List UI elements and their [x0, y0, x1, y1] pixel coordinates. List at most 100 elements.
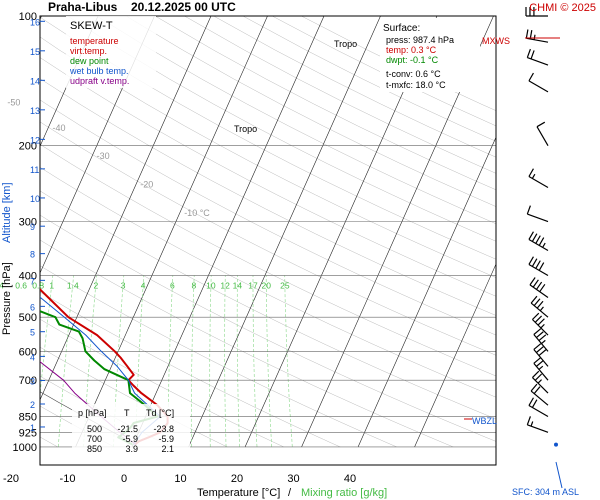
wind-barb-half-feather — [530, 421, 534, 427]
table-row-850-p: 850 — [87, 444, 102, 454]
wind-barb — [533, 343, 549, 367]
mixing-ratio-label: 1.4 — [67, 281, 79, 291]
wind-barb-feather — [531, 233, 538, 242]
credit-label: CHMI © 2025 — [529, 2, 596, 14]
isotherm-line — [40, 16, 212, 401]
wind-barbs — [464, 7, 563, 489]
dry-adiabat — [40, 57, 496, 297]
wind-barb — [530, 383, 549, 406]
wind-barb-half-feather — [538, 365, 544, 370]
table-row-700-t: -5.9 — [122, 434, 138, 444]
wind-barb-feather — [534, 373, 543, 381]
wind-barb-feather — [535, 235, 541, 244]
grid-layer: 1002003004005006007008509251000123456789… — [0, 11, 497, 485]
wind-barb-calm — [554, 442, 558, 447]
temperature-tick-label: -20 — [3, 473, 19, 485]
temperature-tick-label: -10 — [60, 473, 76, 485]
wind-barb-feather — [536, 331, 544, 338]
wind-barb-feather — [532, 279, 539, 288]
wind-barb-staff — [527, 57, 549, 66]
temperature-tick-label: 30 — [287, 473, 299, 485]
mixing-ratio-line — [224, 275, 227, 447]
mixing-ratio-label: 12 — [220, 281, 230, 291]
wind-barb-feather — [535, 260, 541, 269]
dry-adiabat — [40, 16, 496, 260]
wind-barb-staff — [528, 175, 549, 189]
altitude-tick-label: 16 — [30, 17, 40, 27]
isotherm-line — [131, 16, 325, 448]
wind-barb-feather — [536, 360, 544, 367]
wind-barb-staff — [528, 238, 549, 251]
isotherm-label: -40 — [53, 123, 66, 133]
altitude-tick-label: 10 — [30, 194, 40, 204]
wind-barb-feather — [526, 48, 531, 58]
wind-barb-feather — [536, 121, 546, 128]
wind-barb — [526, 416, 549, 433]
mixing-ratio-label: 20 — [262, 281, 272, 291]
wind-barb-feather — [536, 346, 544, 353]
isotherm-label: -30 — [97, 151, 110, 161]
wind-barb-feather — [538, 262, 545, 271]
table-row-850-td: 2.1 — [161, 444, 174, 454]
altitude-tick-label: 9 — [30, 222, 35, 232]
table-row-500-td: -23.8 — [153, 424, 174, 434]
wind-barb-feather — [532, 312, 540, 320]
altitude-tick-label: 3 — [30, 376, 35, 386]
wind-barb-feather — [531, 399, 538, 408]
surface-info-box: Surface: press: 987.4 hPa temp: 0.3 °C d… — [380, 18, 480, 92]
sfc-label: SFC: 304 m ASL — [512, 487, 579, 497]
dry-adiabat — [40, 36, 496, 278]
temperature-tick-label: 10 — [174, 473, 186, 485]
mixing-ratio-label: 0.6 — [15, 281, 27, 291]
wind-barb-staff — [533, 334, 549, 352]
wind-barb — [528, 168, 549, 189]
wind-barb-feather — [528, 397, 534, 406]
wind-barb-feather — [528, 256, 534, 265]
pressure-tick-label: 100 — [19, 11, 37, 23]
pressure-tick-label: 500 — [19, 312, 37, 324]
wind-barb-feather — [533, 298, 541, 307]
wind-barb-feather — [525, 29, 529, 39]
temperature-tick-label: 20 — [231, 473, 243, 485]
wind-barb-feather — [535, 281, 543, 290]
altitude-tick-label: 6 — [30, 302, 35, 312]
wind-barb — [526, 205, 549, 223]
legend-title: SKEW-T — [70, 20, 113, 32]
wind-barb-staff — [526, 37, 549, 43]
pressure-tick-label: 600 — [19, 346, 37, 358]
mixing-ratio-label: 25 — [280, 281, 290, 291]
table-row-500-p: 500 — [87, 424, 102, 434]
y-axis-title-pressure: Pressure [hPa] — [1, 262, 13, 335]
wind-barb-feather — [528, 231, 534, 240]
level-table: p [hPa] T Td [°C] 500 -21.5 -23.8 700 -5… — [72, 404, 190, 456]
mixing-ratio-label: 3 — [121, 281, 126, 291]
altitude-tick-label: 15 — [30, 47, 40, 57]
x-axis-title-sep: / — [288, 487, 292, 499]
mxws-label: MXWS — [482, 36, 510, 46]
isotherm-line — [188, 16, 381, 448]
legend-item-dew-point: dew point — [70, 56, 109, 66]
table-row-700-td: -5.9 — [158, 434, 174, 444]
wind-barb-staff — [536, 126, 549, 147]
station-title: Praha-Libus — [48, 0, 118, 14]
dry-adiabat — [155, 16, 496, 191]
isotherm-label: -20 — [140, 180, 153, 190]
wind-barb — [533, 328, 549, 352]
surface-title: Surface: — [383, 23, 420, 34]
wbzl-label: WBZL — [472, 416, 497, 426]
mixing-ratio-line — [190, 275, 195, 447]
mixing-ratio-label: 17 — [248, 281, 258, 291]
wind-barb-half-feather — [537, 379, 543, 384]
wind-barb-staff — [533, 349, 549, 367]
legend-item-wet-bulb: wet bulb temp. — [69, 66, 129, 76]
mixing-ratio-line — [57, 275, 75, 447]
temperature-tick-label: 0 — [121, 473, 127, 485]
wind-barb-feather — [532, 370, 540, 378]
wind-barb-feather — [528, 72, 534, 82]
wind-barb-staff — [529, 284, 549, 298]
altitude-tick-label: 13 — [30, 106, 40, 116]
wind-barb-half-feather — [533, 34, 536, 40]
table-row-700-p: 700 — [87, 434, 102, 444]
dry-adiabat — [40, 143, 496, 377]
